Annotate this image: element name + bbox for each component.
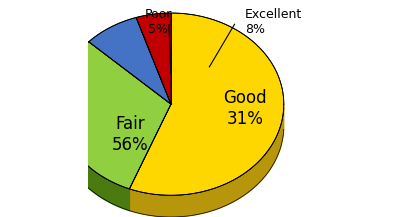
Polygon shape bbox=[58, 105, 129, 211]
Text: Fair
56%: Fair 56% bbox=[112, 115, 148, 154]
Text: Poor
5%: Poor 5% bbox=[144, 8, 172, 36]
Text: Good
31%: Good 31% bbox=[223, 89, 267, 128]
Polygon shape bbox=[129, 13, 284, 195]
Polygon shape bbox=[136, 13, 171, 104]
Polygon shape bbox=[89, 18, 171, 104]
Polygon shape bbox=[129, 108, 284, 217]
Polygon shape bbox=[58, 42, 171, 189]
Text: Excellent
8%: Excellent 8% bbox=[245, 8, 302, 36]
